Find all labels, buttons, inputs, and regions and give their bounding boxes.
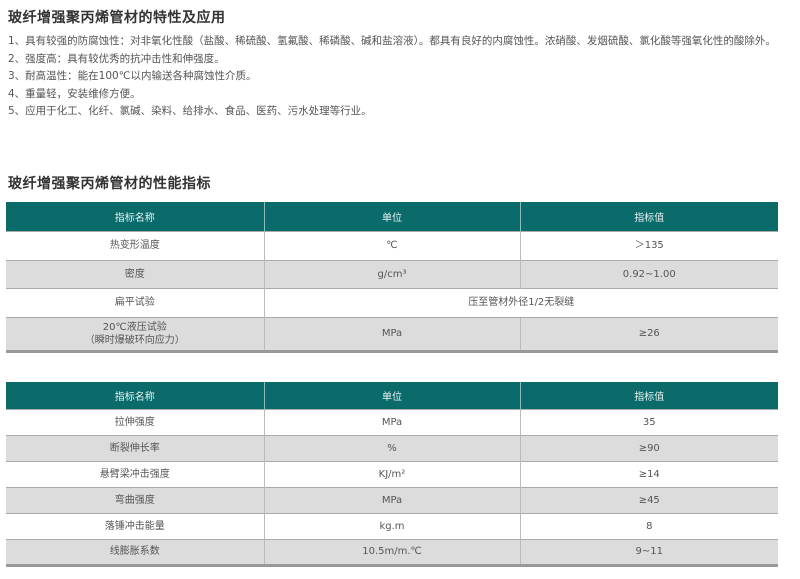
cell-name: 落锤冲击能量	[6, 512, 264, 539]
cell-value: 0.92~1.00	[519, 259, 778, 288]
table-row: 弯曲强度 MPa ≥45	[6, 486, 778, 513]
cell-merged: 压至管材外径1/2无裂缝	[263, 287, 778, 317]
cell-name-line1: 20℃液压试验	[102, 321, 167, 333]
specs-table-2: 指标名称 单位 指标值 拉伸强度 MPa 35 断裂伸长率% ≥90 悬臂梁冲击强度 KJ/…	[6, 382, 778, 567]
cell-name: 扁平试验	[6, 287, 264, 317]
list-item: 3、耐高温性：能在100℃以内输送各种腐蚀性介质。	[8, 70, 257, 83]
column-header: 指标值	[519, 202, 778, 231]
cell-name: 热变形温度	[6, 230, 264, 260]
cell-unit: ℃	[263, 230, 520, 260]
cell-name: 弯曲强度	[6, 486, 264, 513]
table-row: 断裂伸长率% ≥90	[6, 434, 778, 461]
cell-value: ≥14	[519, 460, 778, 487]
table-row: 热变形温度 ℃ ＞135	[6, 230, 778, 260]
cell-unit: %	[263, 434, 520, 461]
cell-unit: MPa	[263, 316, 520, 353]
features-list: 1、具有较强的防腐蚀性：对非氧化性酸（盐酸、稀硫酸、氢氟酸、稀磷酸、碱和盐溶液）…	[8, 33, 793, 121]
cell-name: 20℃液压试验 （瞬时爆破环向应力）	[6, 316, 264, 353]
column-header: 指标名称	[6, 382, 264, 409]
column-header: 单位	[263, 202, 520, 231]
cell-value: ＞135	[519, 230, 778, 260]
column-header: 指标名称	[6, 202, 264, 231]
list-item: 1、具有较强的防腐蚀性：对非氧化性酸（盐酸、稀硫酸、氢氟酸、稀磷酸、碱和盐溶液）…	[8, 35, 776, 47]
list-item: 4、重量轻，安装维修方便。	[8, 87, 141, 100]
cell-name: 断裂伸长率	[6, 434, 264, 461]
cell-name: 悬臂梁冲击强度	[6, 460, 264, 487]
cell-name: 线膨胀系数	[6, 538, 264, 567]
table-row: 密度 g/cm³ 0.92~1.00	[6, 259, 778, 288]
cell-unit: g/cm³	[263, 259, 520, 288]
list-item: 5、应用于化工、化纤、氯碱、染料、给排水、食品、医药、污水处理等行业。	[8, 105, 372, 118]
column-header: 指标值	[519, 382, 778, 409]
cell-unit: KJ/m²	[263, 460, 520, 487]
cell-unit: MPa	[263, 408, 520, 435]
cell-value: ≥90	[519, 434, 778, 461]
table-row: 悬臂梁冲击强度 KJ/m² ≥14	[6, 460, 778, 487]
cell-value: 9~11	[519, 538, 778, 567]
cell-name: 拉伸强度	[6, 408, 264, 435]
features-title: 玻纤增强聚丙烯管材的特性及应用	[8, 10, 226, 26]
cell-value: ≥45	[519, 486, 778, 513]
table-row: 扁平试验 压至管材外径1/2无裂缝	[6, 287, 778, 317]
specs-title: 玻纤增强聚丙烯管材的性能指标	[8, 176, 211, 192]
table-row: 拉伸强度 MPa 35	[6, 408, 778, 435]
cell-value: 8	[519, 512, 778, 539]
table-row: 20℃液压试验 （瞬时爆破环向应力） MPa ≥26	[6, 316, 778, 353]
cell-name-line2: （瞬时爆破环向应力）	[84, 334, 185, 346]
cell-unit: MPa	[263, 486, 520, 513]
table-row: 落锤冲击能量 kg.m 8	[6, 512, 778, 539]
column-header: 单位	[263, 382, 520, 409]
cell-unit: 10.5m/m.℃	[263, 538, 520, 567]
cell-name: 密度	[6, 259, 264, 288]
specs-table-1: 指标名称 单位 指标值 热变形温度 ℃ ＞135 密度 g/cm³ 0.92~1…	[6, 202, 778, 353]
table-row: 线膨胀系数 10.5m/m.℃ 9~11	[6, 538, 778, 567]
cell-value: ≥26	[519, 316, 778, 353]
list-item: 2、强度高：具有较优秀的抗冲击性和伸强度。	[8, 52, 225, 65]
cell-unit: kg.m	[263, 512, 520, 539]
cell-value: 35	[519, 408, 778, 435]
